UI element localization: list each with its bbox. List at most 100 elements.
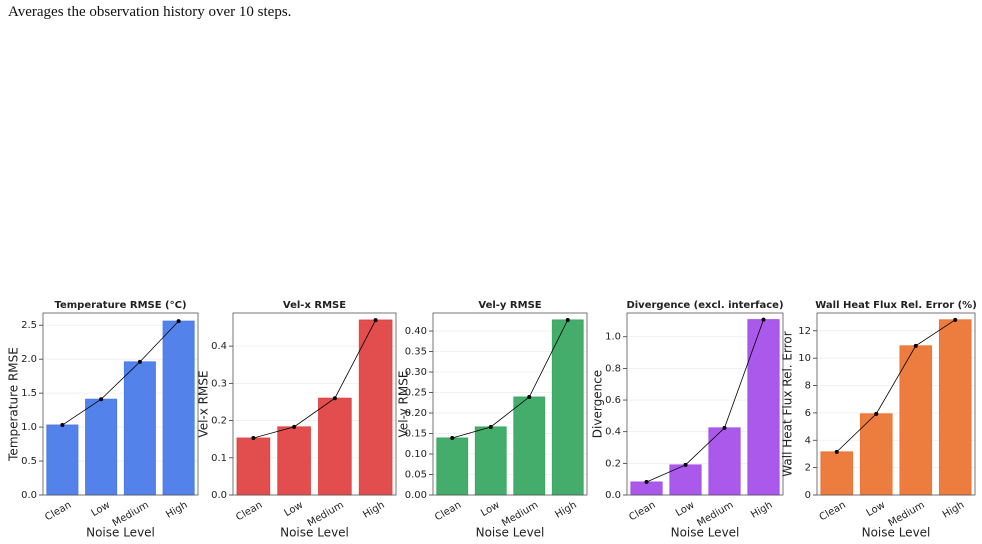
trend-point [488,424,493,429]
x-tick-label: Clean [627,500,657,524]
chart-panel: Vel-y RMSE 0.00 0.05 0.10 0.15 0.20 0.25 0.30 0.… [397,300,588,540]
y-tick-label: 2.0 [21,354,37,365]
trend-point [60,423,65,428]
trend-point [913,343,918,348]
trend-point [251,436,256,441]
x-tick-label: Clean [433,500,463,524]
bar [513,396,546,496]
trend-point [373,318,378,323]
x-tick-label: Clean [234,500,264,524]
y-tick-label: 0.40 [405,326,427,337]
y-tick-label: 0.6 [605,395,621,406]
chart-title: Divergence (excl. interface) [626,300,783,311]
y-tick-label: 0.4 [605,427,621,438]
trend-point [137,359,142,364]
bar [46,424,79,496]
trend-point [527,395,532,400]
bar [938,319,972,496]
trend-line [62,320,179,426]
y-tick-label: 0.8 [605,363,621,374]
trend-point [332,396,337,401]
y-tick-label: 0.2 [211,416,227,427]
chart-panel: Temperature RMSE (°C) 0.0 0.5 1.0 1.5 2.0 2.5 C… [7,300,199,540]
y-tick-label: 0.15 [405,429,427,440]
trend-point [176,319,181,324]
bar [162,320,195,496]
bar [669,464,702,496]
bar [318,397,352,496]
y-tick-label: 6 [805,408,811,419]
y-tick-label: 10 [798,353,811,364]
trend-line [646,319,764,483]
y-tick-label: 0.20 [405,408,427,419]
y-tick-label: 0.00 [405,490,427,501]
y-tick-label: 4 [805,435,811,446]
trend-point [834,449,839,454]
trend-point [722,425,727,430]
bar [277,426,311,496]
bar [551,319,584,496]
bar [358,319,393,496]
axes-frame [232,312,397,496]
y-tick-label: 0.10 [405,449,427,460]
y-tick-label: 0.3 [211,378,227,389]
trend-point [761,317,766,322]
y-tick-label: 0.25 [405,388,427,399]
y-tick-label: 2.5 [21,320,37,331]
x-tick-label: High [749,500,774,521]
x-tick-label: Low [674,500,697,519]
trend-point [99,397,104,402]
y-axis-label: Vel-x RMSE [197,370,211,437]
y-axis-label: Temperature RMSE [7,347,21,462]
bar [708,427,741,496]
chart-panel: Divergence (excl. interface) 0.0 0.2 0.4 0.6… [591,300,784,540]
x-axis-label: Noise Level [86,526,155,540]
trend-line [253,319,376,439]
y-tick-label: 0 [805,490,811,501]
x-tick-label: Clean [43,500,73,524]
x-tick-label: Low [479,500,502,519]
axes-frame [626,312,784,496]
axes-frame [432,312,588,496]
y-tick-label: 0.35 [405,347,427,358]
trend-point [450,436,455,441]
bar [436,437,469,496]
y-tick-label: 1.0 [21,422,37,433]
y-tick-label: 1.5 [21,388,37,399]
x-tick-label: Low [283,500,306,519]
y-tick-label: 0.4 [211,341,227,352]
y-tick-label: 0.5 [21,456,37,467]
axes-frame [42,312,199,496]
x-axis-label: Noise Level [671,526,740,540]
trend-point [292,424,297,429]
trend-point [874,411,879,416]
y-tick-label: 0.0 [605,490,621,501]
chart-title: Vel-y RMSE [478,300,541,311]
y-tick-label: 0.0 [21,490,37,501]
bar [85,398,118,496]
chart-title: Wall Heat Flux Rel. Error (%) [815,300,977,311]
y-tick-label: 8 [805,381,811,392]
x-axis-label: Noise Level [280,526,349,540]
y-tick-label: 0.1 [211,453,227,464]
y-tick-label: 0.30 [405,367,427,378]
caption: Averages the observation history over 10… [8,4,292,20]
x-axis-label: Noise Level [862,526,931,540]
chart-title: Temperature RMSE (°C) [54,300,186,311]
x-tick-label: Low [865,500,888,519]
bar [859,413,893,496]
bar [474,426,507,496]
y-tick-label: 0.0 [211,490,227,501]
y-tick-label: 0.05 [405,470,427,481]
y-tick-label: 0.2 [605,458,621,469]
trend-point [565,317,570,322]
y-tick-label: 1.0 [605,332,621,343]
bar [899,345,933,496]
y-axis-label: Vel-y RMSE [397,371,411,438]
y-axis-label: Divergence [591,370,605,438]
chart-panel: Wall Heat Flux Rel. Error (%) 0 2 4 6 8 10 12 Cl… [781,300,977,540]
trend-line [836,319,956,453]
